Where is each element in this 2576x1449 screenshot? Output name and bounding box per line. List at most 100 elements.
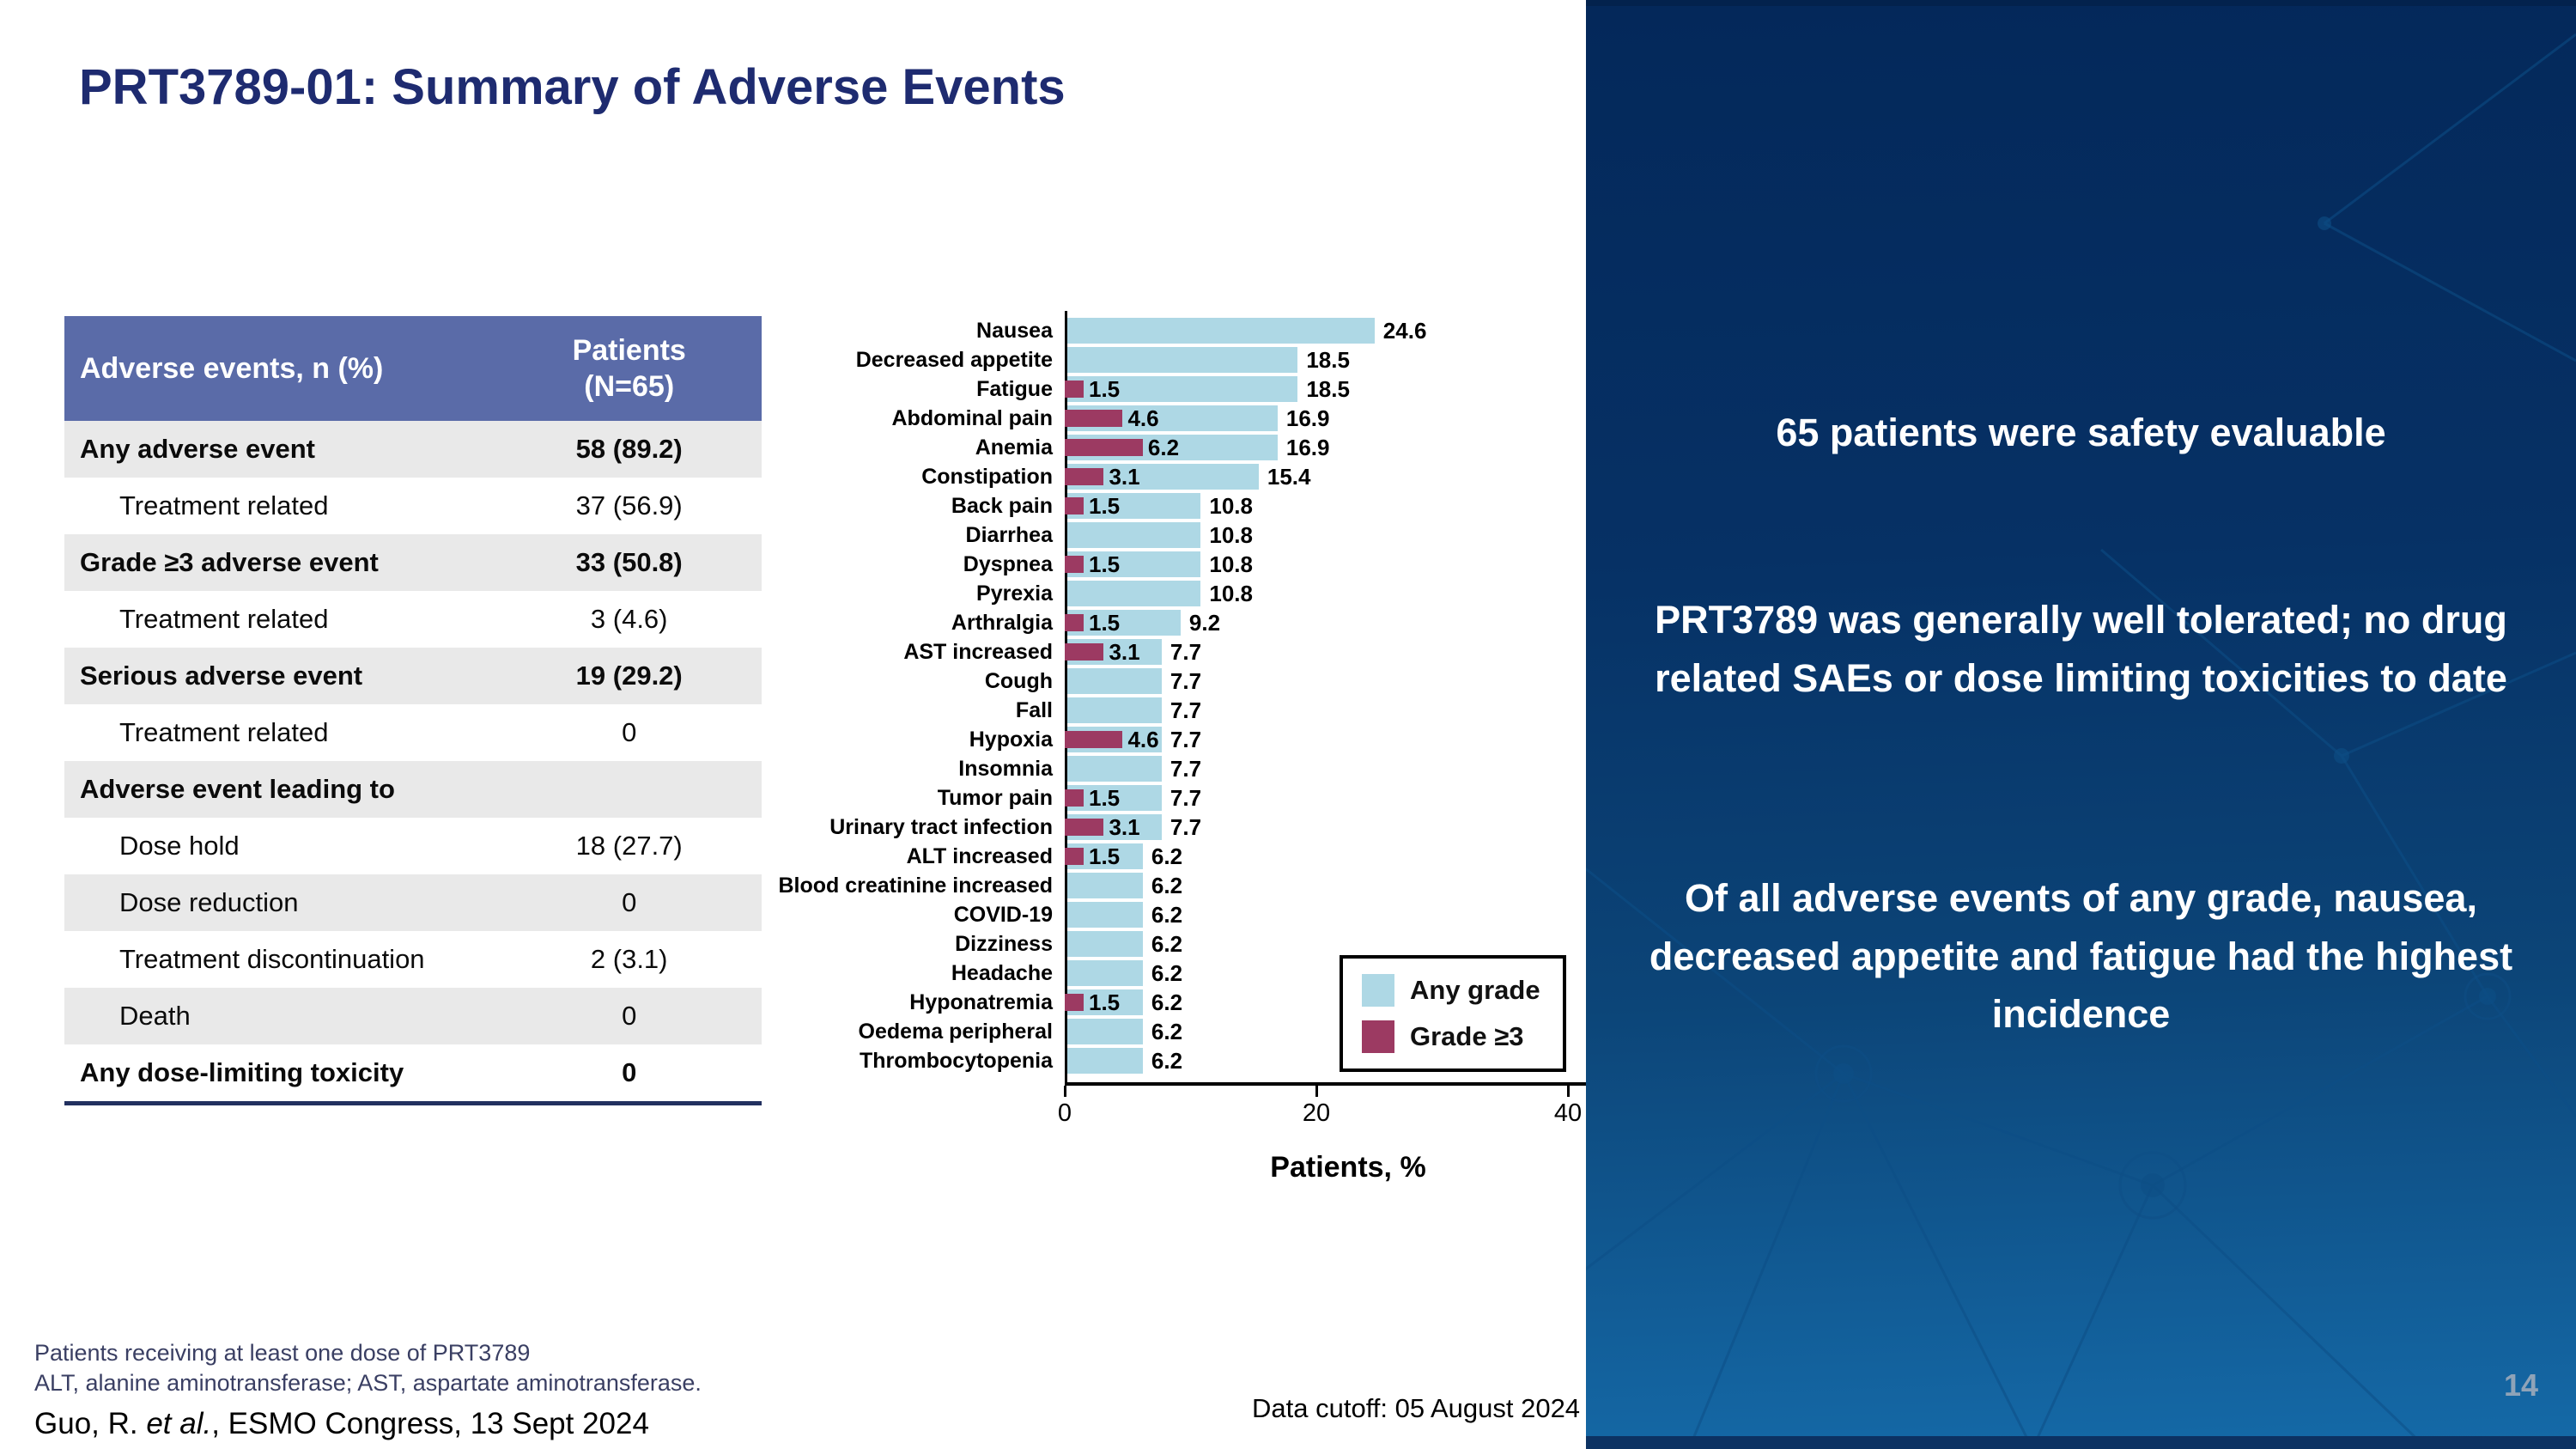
bar-category-label: Nausea: [976, 319, 1053, 343]
bar-any-grade-value: 6.2: [1151, 960, 1183, 986]
table-row: Any adverse event 58 (89.2): [64, 421, 762, 478]
bar-category-label: Pyrexia: [976, 581, 1053, 606]
bar-grade3-value: 1.5: [1088, 610, 1121, 636]
table-row: Treatment related 37 (56.9): [64, 478, 762, 534]
table-row: Treatment discontinuation 2 (3.1): [64, 931, 762, 988]
table-row-label: Treatment related: [119, 490, 329, 521]
bar-any-grade: [1065, 931, 1143, 957]
table-row-value: 19 (29.2): [575, 661, 683, 691]
table-row-label: Adverse event leading to: [80, 774, 395, 804]
bar-any-grade-value: 6.2: [1151, 1019, 1183, 1044]
bar-row: Insomnia 7.7: [773, 754, 1640, 783]
bar-any-grade-value: 7.7: [1170, 727, 1202, 752]
x-tick-label-20: 20: [1302, 1099, 1331, 1127]
bar-grade3: [1065, 381, 1084, 398]
bar-grade3-value: 1.5: [1088, 493, 1121, 519]
citation-venue: , ESMO Congress, 13 Sept 2024: [211, 1407, 649, 1440]
bar-any-grade-value: 10.8: [1209, 551, 1253, 577]
bar-any-grade-value: 7.7: [1170, 668, 1202, 694]
bar-any-grade: [1065, 493, 1201, 519]
bar-track: 10.8 1.5: [1065, 491, 1631, 521]
bar-grade3-value: 3.1: [1109, 639, 1140, 665]
table-header-patients-line1: Patients: [572, 333, 686, 367]
bar-track: 7.7: [1065, 667, 1631, 696]
adverse-events-bar-chart: Nausea 24.6 Decreased appetite 18.5 Fatigue 1…: [773, 311, 1640, 1209]
table-row-value: 18 (27.7): [575, 831, 683, 861]
table-row-label: Treatment related: [119, 717, 329, 747]
table-row-value: 33 (50.8): [575, 547, 683, 577]
table-row: Treatment related 3 (4.6): [64, 591, 762, 648]
table-row-label: Dose reduction: [119, 887, 299, 917]
x-tick-label-0: 0: [1057, 1099, 1072, 1127]
x-tick-20: [1315, 1086, 1318, 1097]
chart-rows: Nausea 24.6 Decreased appetite 18.5 Fatigue 1…: [773, 316, 1640, 1075]
bar-track: 16.9 6.2: [1065, 433, 1631, 462]
bar-grade3-value: 1.5: [1088, 551, 1121, 577]
bar-any-grade: [1065, 610, 1181, 636]
table-header-patients: Patients (N=65): [496, 316, 762, 421]
bar-track: 10.8: [1065, 521, 1631, 550]
bar-any-grade: [1065, 756, 1162, 782]
bar-grade3: [1065, 410, 1123, 427]
table-row: Adverse event leading to: [64, 761, 762, 818]
table-header-patients-line2: (N=65): [584, 370, 675, 403]
bar-row: Dyspnea 10.8 1.5: [773, 550, 1640, 579]
table-header-row: Adverse events, n (%) Patients (N=65): [64, 316, 762, 421]
bar-row: Cough 7.7: [773, 667, 1640, 696]
bar-track: 6.2: [1065, 900, 1631, 929]
x-tick-40: [1567, 1086, 1570, 1097]
legend-item-any-grade: Any grade: [1362, 974, 1540, 1007]
table-row-value: 0: [622, 1057, 637, 1087]
citation-authors: Guo, R.: [34, 1407, 147, 1440]
table-body: Any adverse event 58 (89.2) Treatment rela…: [64, 421, 762, 1101]
bar-track: 10.8 1.5: [1065, 550, 1631, 579]
bar-category-label: Headache: [951, 961, 1053, 985]
table-row-value: 0: [622, 1001, 637, 1031]
bar-row: Constipation 15.4 3.1: [773, 462, 1640, 491]
bar-category-label: Hyponatremia: [909, 990, 1053, 1014]
bar-track: 6.2: [1065, 1017, 1631, 1046]
table-row: Treatment related 0: [64, 704, 762, 761]
bar-grade3-value: 1.5: [1088, 989, 1121, 1015]
bar-grade3: [1065, 994, 1084, 1011]
bar-track: 15.4 3.1: [1065, 462, 1631, 491]
table-row-value: 2 (3.1): [590, 944, 668, 974]
table-row: Grade ≥3 adverse event 33 (50.8): [64, 534, 762, 591]
bar-grade3: [1065, 556, 1084, 573]
bar-category-label: Back pain: [951, 494, 1053, 518]
table-row-value: 0: [622, 717, 637, 747]
table-row: Death 0: [64, 988, 762, 1044]
bar-any-grade: [1065, 697, 1162, 723]
legend-label-any-grade: Any grade: [1410, 975, 1540, 1005]
bar-category-label: Blood creatinine increased: [778, 874, 1053, 898]
bar-row: Fall 7.7: [773, 696, 1640, 725]
table-row-label: Death: [119, 1001, 191, 1031]
bar-row: Headache 6.2: [773, 959, 1640, 988]
table-row-value: 58 (89.2): [575, 434, 683, 464]
bar-category-label: Urinary tract infection: [829, 815, 1053, 839]
bar-grade3: [1065, 614, 1084, 631]
table-row: Any dose-limiting toxicity 0: [64, 1044, 762, 1101]
bar-any-grade-value: 6.2: [1151, 873, 1183, 898]
bar-category-label: Decreased appetite: [855, 348, 1053, 372]
bar-grade3: [1065, 731, 1123, 748]
bar-grade3: [1065, 439, 1143, 456]
key-messages-panel: 65 patients were safety evaluable PRT378…: [1586, 0, 2576, 1449]
plexus-network-pattern: [1586, 33, 2576, 1449]
bar-row: AST increased 7.7 3.1: [773, 637, 1640, 667]
bar-category-label: Tumor pain: [937, 786, 1053, 810]
bar-grade3: [1065, 643, 1104, 661]
bar-track: 6.2: [1065, 1046, 1631, 1075]
bar-row: Dizziness 6.2: [773, 929, 1640, 959]
bar-category-label: Abdominal pain: [891, 406, 1054, 430]
bar-grade3-value: 4.6: [1127, 405, 1159, 431]
table-header-events: Adverse events, n (%): [80, 351, 384, 385]
key-message-1: 65 patients were safety evaluable: [1776, 411, 2386, 454]
bar-any-grade: [1065, 1048, 1143, 1074]
footnote-dose: Patients receiving at least one dose of …: [34, 1340, 531, 1366]
bar-category-label: Oedema peripheral: [858, 1020, 1053, 1044]
bar-track: 6.2: [1065, 871, 1631, 900]
page-title: PRT3789-01: Summary of Adverse Events: [79, 59, 1066, 115]
bar-row: Abdominal pain 16.9 4.6: [773, 404, 1640, 433]
